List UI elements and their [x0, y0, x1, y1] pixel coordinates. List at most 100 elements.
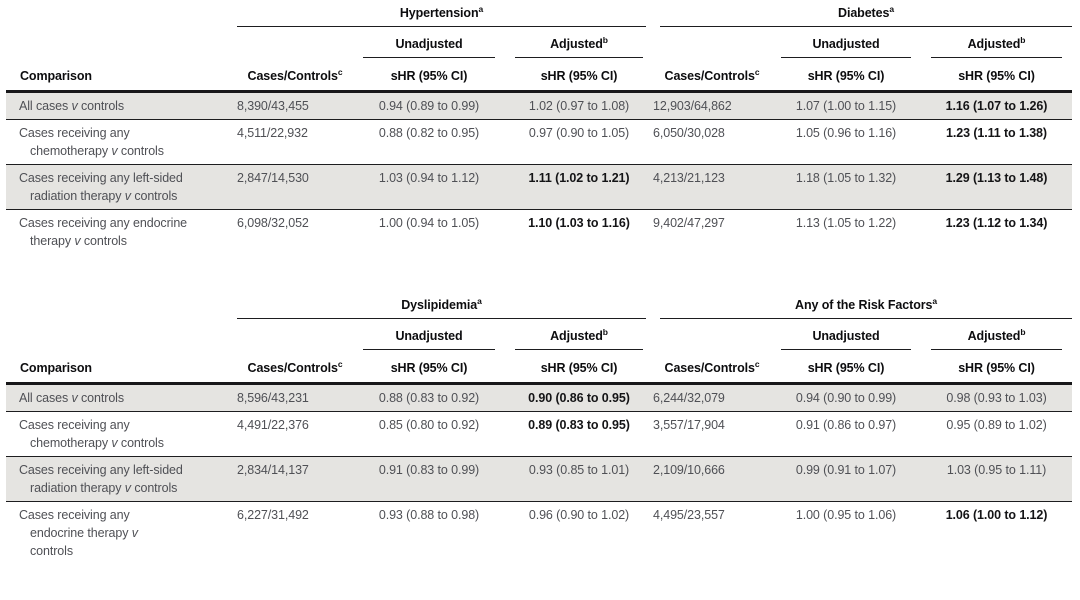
shr-value: 1.29 (1.13 to 1.48) [945, 171, 1048, 185]
column-header-shr: sHR (95% CI) [771, 58, 921, 93]
group-label: Diabetes [838, 6, 890, 20]
group-header-diabetes: Diabetesa [653, 3, 1072, 27]
shr-value: 1.23 (1.12 to 1.34) [945, 216, 1048, 230]
table-body: All cases v controls 8,596/43,231 0.88 (0.… [6, 383, 1073, 565]
shr-value: 0.94 (0.90 to 0.99) [795, 391, 897, 405]
cases-controls-value: 4,495/23,557 [653, 508, 725, 522]
subgroup-header-row: Unadjusted Adjustedb Unadjusted Adjusted… [6, 319, 1072, 350]
comparison-label: Cases receiving any chemotherapy v contro… [19, 126, 164, 158]
shr-value: 1.23 (1.11 to 1.38) [946, 126, 1047, 140]
cases-controls-value: 6,244/32,079 [653, 391, 725, 405]
column-header-shr: sHR (95% CI) [505, 350, 653, 385]
table-row: Cases receiving any left-sided radiation … [6, 164, 1072, 210]
spacer-cell [653, 319, 771, 350]
table-row: Cases receiving any chemotherapy v contro… [6, 119, 1072, 165]
shr-value: 0.93 (0.88 to 0.98) [378, 508, 480, 522]
footnote-marker: b [1020, 326, 1026, 337]
table-row: Cases receiving any left-sided radiation … [6, 456, 1073, 502]
column-header-shr: sHR (95% CI) [353, 58, 505, 93]
column-header-row: Comparison Cases/Controlsc sHR (95% CI) … [6, 350, 1073, 385]
spacer-cell [237, 319, 353, 350]
shr-value: 0.90 (0.86 to 0.95) [528, 391, 630, 405]
spacer-cell [653, 27, 771, 58]
group-header-row: Hypertensiona Diabetesa [6, 3, 1072, 27]
cases-controls-value: 8,390/43,455 [237, 99, 309, 113]
shr-value: 0.93 (0.85 to 1.01) [528, 463, 630, 477]
footnote-marker: b [1020, 34, 1026, 45]
shr-value: 1.03 (0.95 to 1.11) [946, 463, 1047, 477]
shr-value: 1.00 (0.94 to 1.05) [378, 216, 480, 230]
shr-value: 1.06 (1.00 to 1.12) [945, 508, 1048, 522]
footnote-marker: c [754, 358, 760, 369]
table-body: All cases v controls 8,390/43,455 0.94 (0.… [6, 91, 1072, 255]
shr-value: 0.97 (0.90 to 1.05) [528, 126, 630, 140]
comparison-label: Cases receiving any left-sided radiation … [19, 171, 183, 203]
table-row: Cases receiving any endocrine therapy v co… [6, 501, 1073, 565]
shr-value: 0.96 (0.90 to 1.02) [528, 508, 630, 522]
cases-controls-value: 12,903/64,862 [653, 99, 732, 113]
column-header-shr: sHR (95% CI) [921, 58, 1072, 93]
column-header-shr: sHR (95% CI) [921, 350, 1073, 385]
cases-controls-value: 4,491/22,376 [237, 418, 309, 432]
subgroup-header-row: Unadjusted Adjustedb Unadjusted Adjusted… [6, 27, 1072, 58]
footnote-marker: b [602, 34, 608, 45]
comparison-label: Cases receiving any endocrine therapy v c… [19, 216, 188, 248]
footnote-marker: c [754, 66, 760, 77]
comparison-label: All cases v controls [19, 99, 124, 113]
shr-value: 0.85 (0.80 to 0.92) [378, 418, 480, 432]
subheader-unadjusted: Unadjusted [353, 319, 505, 350]
spacer-cell [6, 298, 237, 319]
subheader-unadjusted: Unadjusted [771, 319, 921, 350]
shr-value: 1.00 (0.95 to 1.06) [795, 508, 897, 522]
shr-value: 0.99 (0.91 to 1.07) [795, 463, 897, 477]
footnote-marker: b [602, 326, 608, 337]
table-dyslipidemia-any-risk-factors: Dyslipidemiaa Any of the Risk Factorsa U… [6, 295, 1073, 565]
column-header-cases-controls: Cases/Controlsc [653, 58, 771, 93]
comparison-label: Cases receiving any chemotherapy v contro… [19, 418, 164, 450]
column-header-comparison: Comparison [6, 350, 237, 385]
cases-controls-value: 4,213/21,123 [653, 171, 725, 185]
shr-value: 0.98 (0.93 to 1.03) [946, 391, 1047, 405]
cases-controls-value: 2,109/10,666 [653, 463, 725, 477]
footnote-marker: a [889, 3, 894, 14]
table-row: Cases receiving any chemotherapy v contro… [6, 411, 1073, 457]
shr-value: 0.91 (0.83 to 0.99) [378, 463, 480, 477]
shr-value: 0.94 (0.89 to 0.99) [378, 99, 480, 113]
shr-value: 1.03 (0.94 to 1.12) [378, 171, 480, 185]
cases-controls-value: 2,847/14,530 [237, 171, 309, 185]
subheader-adjusted: Adjustedb [921, 27, 1072, 58]
shr-value: 1.13 (1.05 to 1.22) [795, 216, 897, 230]
subheader-unadjusted: Unadjusted [353, 27, 505, 58]
subheader-adjusted: Adjustedb [921, 319, 1072, 350]
shr-value: 1.16 (1.07 to 1.26) [945, 99, 1048, 113]
comparison-label: Cases receiving any left-sided radiation … [19, 463, 183, 495]
table-hypertension-diabetes: Hypertensiona Diabetesa Unadjusted Adjus… [6, 3, 1072, 255]
table-row: All cases v controls 8,596/43,231 0.88 (0.… [6, 383, 1073, 412]
spacer-cell [237, 27, 353, 58]
footnote-marker: a [477, 295, 482, 306]
shr-value: 0.95 (0.89 to 1.02) [946, 418, 1047, 432]
footnote-marker: c [337, 358, 343, 369]
group-header-any-risk-factors: Any of the Risk Factorsa [653, 295, 1073, 319]
table-row: Cases receiving any endocrine therapy v c… [6, 209, 1072, 255]
column-header-shr: sHR (95% CI) [353, 350, 505, 385]
group-label: Dyslipidemia [401, 298, 478, 312]
shr-value: 0.88 (0.82 to 0.95) [378, 126, 480, 140]
footnote-marker: a [478, 3, 484, 14]
shr-value: 1.02 (0.97 to 1.08) [528, 99, 630, 113]
shr-value: 1.11 (1.02 to 1.21) [528, 171, 630, 185]
cases-controls-value: 3,557/17,904 [653, 418, 725, 432]
shr-value: 0.89 (0.83 to 0.95) [528, 418, 630, 432]
subheader-adjusted: Adjustedb [505, 27, 653, 58]
group-header-dyslipidemia: Dyslipidemiaa [237, 295, 653, 319]
comparison-label: Cases receiving any endocrine therapy v co… [19, 508, 138, 558]
spacer-cell [6, 6, 237, 27]
column-header-shr: sHR (95% CI) [771, 350, 921, 385]
column-header-cases-controls: Cases/Controlsc [653, 350, 771, 385]
shr-value: 1.18 (1.05 to 1.32) [795, 171, 897, 185]
column-header-cases-controls: Cases/Controlsc [237, 350, 353, 385]
column-header-cases-controls: Cases/Controlsc [237, 58, 353, 93]
footnote-marker: a [932, 295, 937, 306]
cases-controls-value: 6,227/31,492 [237, 508, 309, 522]
column-header-shr: sHR (95% CI) [505, 58, 653, 93]
